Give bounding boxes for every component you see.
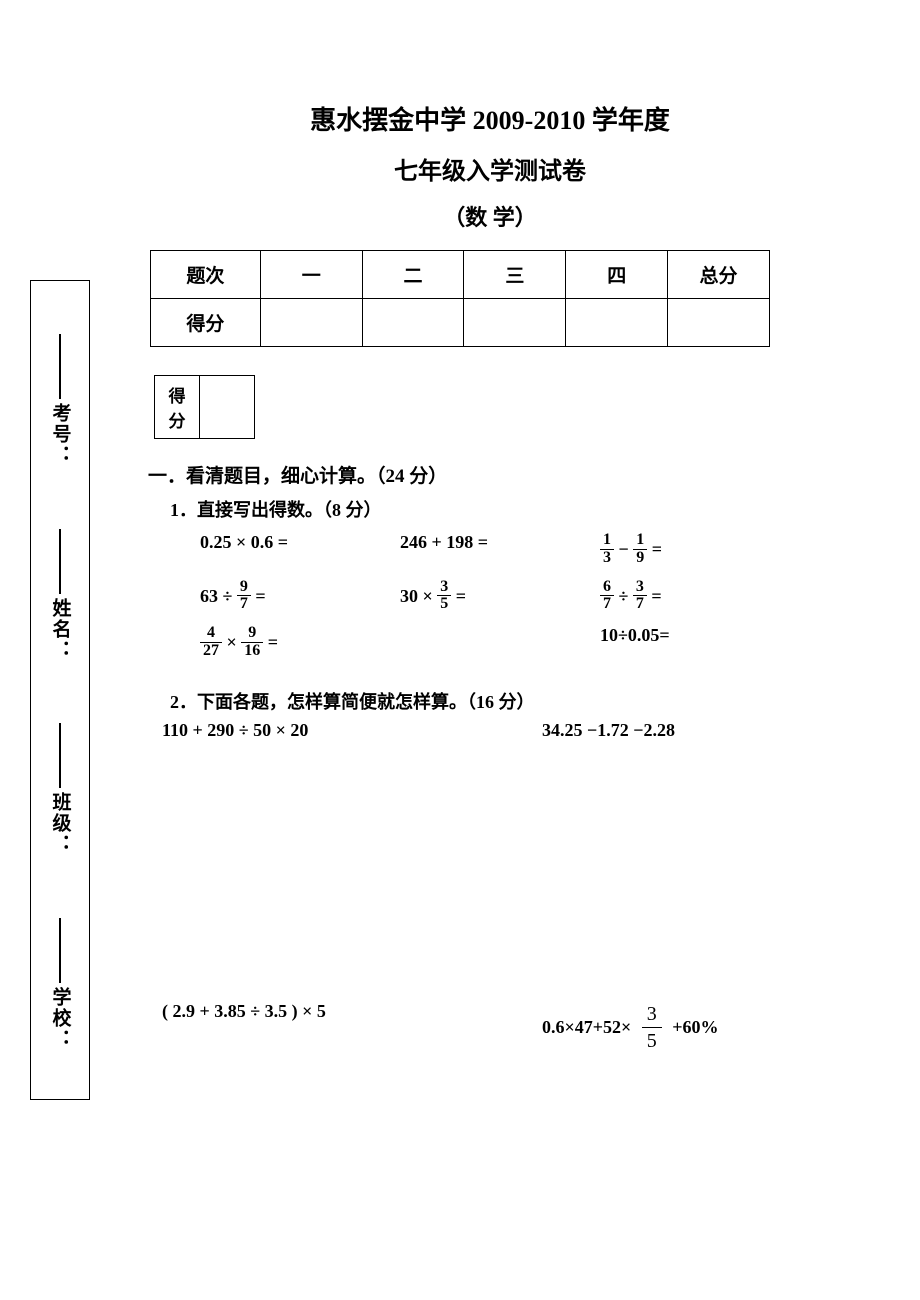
fraction: 427 bbox=[200, 625, 222, 660]
score-cell bbox=[362, 299, 464, 347]
fraction: 35 bbox=[437, 579, 451, 614]
sidebar-item-examno: 考号： bbox=[47, 330, 74, 466]
problem-cell: 30 × 35 = bbox=[400, 579, 600, 614]
subsection-1-2: 2．下面各题，怎样算简便就怎样算。（16 分） bbox=[170, 688, 840, 714]
prefix: 0.6×47+52× bbox=[542, 1017, 631, 1037]
row-header: 得分 bbox=[151, 299, 261, 347]
tail: +60% bbox=[672, 1017, 718, 1037]
fraction: 13 bbox=[600, 532, 614, 567]
title-grade-exam: 七年级入学测试卷 bbox=[140, 151, 840, 186]
problem-cell: 63 ÷ 97 = bbox=[200, 579, 400, 614]
problem-row: ( 2.9 + 3.85 ÷ 3.5 ) × 5 0.6×47+52× 35 +… bbox=[162, 1001, 840, 1054]
problem-cell: 246 + 198 = bbox=[400, 532, 600, 567]
score-cell bbox=[668, 299, 770, 347]
operator: ÷ bbox=[619, 585, 629, 605]
problem-cell: 110 + 290 ÷ 50 × 20 bbox=[162, 720, 542, 741]
problems-block-1: 0.25 × 0.6 = 246 + 198 = 13 − 19 = 63 ÷ … bbox=[200, 532, 840, 660]
problem-cell: 67 ÷ 37 = bbox=[600, 579, 760, 614]
mini-box-label: 得分 bbox=[155, 376, 200, 439]
problem-cell-empty bbox=[400, 625, 600, 660]
sidebar-label: 学校： bbox=[47, 987, 74, 1050]
operator: × bbox=[227, 632, 237, 652]
score-cell bbox=[566, 299, 668, 347]
row-header: 题次 bbox=[151, 251, 261, 299]
col-header: 三 bbox=[464, 251, 566, 299]
problem-cell: 0.25 × 0.6 = bbox=[200, 532, 400, 567]
fraction: 97 bbox=[237, 579, 251, 614]
title-school-year: 惠水摆金中学 2009-2010 学年度 bbox=[140, 100, 840, 137]
fraction: 67 bbox=[600, 579, 614, 614]
col-header: 总分 bbox=[668, 251, 770, 299]
equals: = bbox=[651, 585, 661, 605]
student-info-sidebar: 考号： 姓名： 班级： 学校： bbox=[30, 280, 90, 1100]
problem-cell: 427 × 916 = bbox=[200, 625, 400, 660]
sidebar-label: 姓名： bbox=[47, 598, 74, 661]
sidebar-label: 班级： bbox=[47, 792, 74, 855]
problem-cell: 34.25 −1.72 −2.28 bbox=[542, 720, 822, 741]
prefix: 30 × bbox=[400, 585, 433, 605]
problem-cell: 13 − 19 = bbox=[600, 532, 760, 567]
score-summary-table: 题次 一 二 三 四 总分 得分 bbox=[150, 250, 770, 347]
section-score-box: 得分 bbox=[154, 375, 255, 439]
equals: = bbox=[652, 539, 662, 559]
sidebar-item-school: 学校： bbox=[47, 914, 74, 1050]
table-row: 题次 一 二 三 四 总分 bbox=[151, 251, 770, 299]
sidebar-item-name: 姓名： bbox=[47, 525, 74, 661]
section-1-heading: 一．看清题目，细心计算。（24 分） bbox=[148, 461, 840, 488]
blank-line bbox=[59, 529, 61, 594]
equals: = bbox=[268, 632, 278, 652]
main-content: 惠水摆金中学 2009-2010 学年度 七年级入学测试卷 （数 学） 题次 一… bbox=[140, 100, 840, 1054]
problem-row: 63 ÷ 97 = 30 × 35 = 67 ÷ 37 = bbox=[200, 579, 840, 614]
problem-row: 110 + 290 ÷ 50 × 20 34.25 −1.72 −2.28 bbox=[162, 720, 840, 741]
problem-row: 427 × 916 = 10÷0.05= bbox=[200, 625, 840, 660]
fraction: 37 bbox=[633, 579, 647, 614]
col-header: 二 bbox=[362, 251, 464, 299]
score-cell bbox=[464, 299, 566, 347]
problem-cell: ( 2.9 + 3.85 ÷ 3.5 ) × 5 bbox=[162, 1001, 542, 1054]
fraction: 35 bbox=[642, 1001, 662, 1054]
sidebar-item-class: 班级： bbox=[47, 719, 74, 855]
operator: − bbox=[619, 539, 629, 559]
blank-line bbox=[59, 723, 61, 788]
prefix: 63 ÷ bbox=[200, 585, 232, 605]
col-header: 一 bbox=[260, 251, 362, 299]
problem-row: 0.25 × 0.6 = 246 + 198 = 13 − 19 = bbox=[200, 532, 840, 567]
score-cell bbox=[260, 299, 362, 347]
fraction: 19 bbox=[633, 532, 647, 567]
equals: = bbox=[255, 585, 265, 605]
problem-cell: 10÷0.05= bbox=[600, 625, 760, 660]
table-row: 得分 bbox=[151, 299, 770, 347]
blank-line bbox=[59, 334, 61, 399]
equals: = bbox=[456, 585, 466, 605]
sidebar-label: 考号： bbox=[47, 403, 74, 466]
blank-line bbox=[59, 918, 61, 983]
fraction: 916 bbox=[241, 625, 263, 660]
col-header: 四 bbox=[566, 251, 668, 299]
title-subject: （数 学） bbox=[140, 200, 840, 232]
mini-box-blank bbox=[200, 376, 255, 439]
problem-cell: 0.6×47+52× 35 +60% bbox=[542, 1001, 822, 1054]
subsection-1-1: 1．直接写出得数。（8 分） bbox=[170, 496, 840, 522]
